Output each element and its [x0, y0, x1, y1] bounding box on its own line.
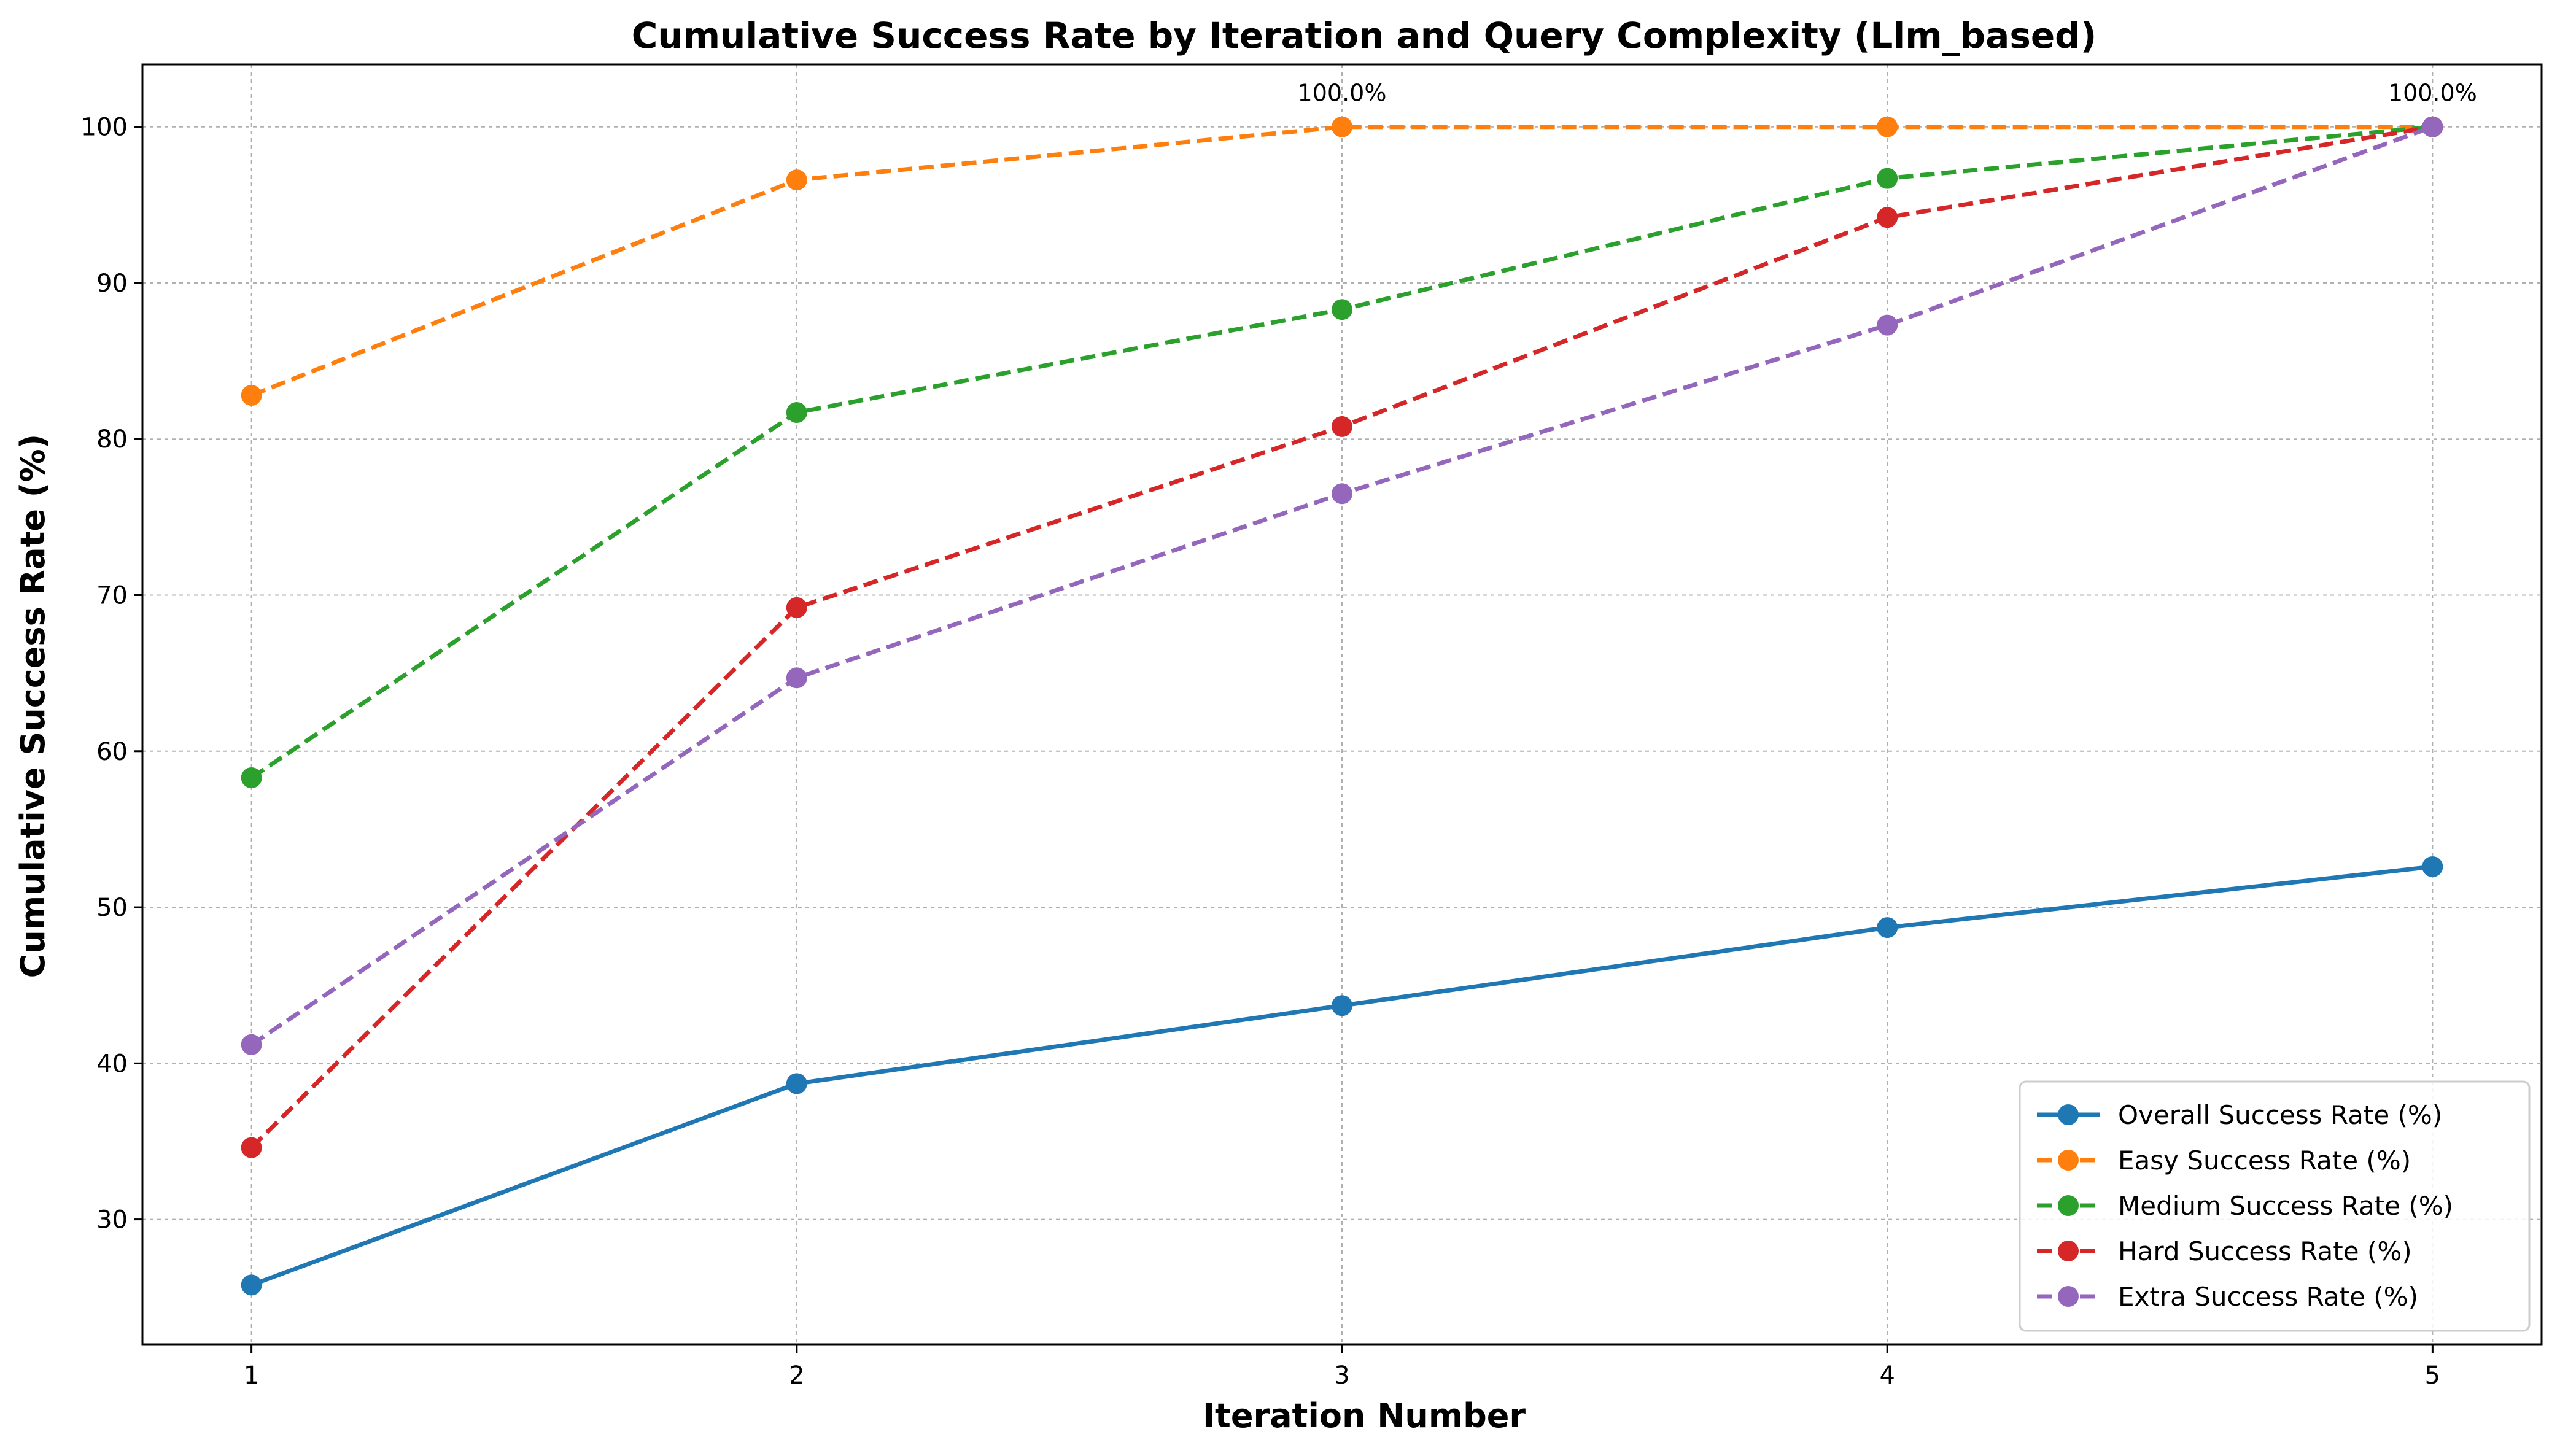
series-2 [241, 116, 2443, 789]
y-tick-label: 50 [96, 894, 128, 922]
data-point [1877, 314, 1898, 336]
legend-label: Hard Success Rate (%) [2118, 1236, 2412, 1266]
data-point [1332, 995, 1352, 1016]
data-point [786, 1073, 807, 1094]
data-point [786, 169, 807, 191]
annotations: 100.0% 100.0% [1298, 80, 2477, 107]
x-axis-label: Iteration Number [1203, 1396, 1526, 1435]
legend-label: Medium Success Rate (%) [2118, 1191, 2453, 1221]
data-point [1332, 116, 1352, 137]
y-tick-label: 70 [96, 582, 128, 610]
y-tick-label: 80 [96, 425, 128, 454]
axis-ticks: 1 2 3 4 5 30 40 50 60 70 80 90 100 [81, 114, 2440, 1390]
y-tick-label: 60 [96, 738, 128, 766]
data-point [2422, 116, 2443, 137]
series-line [250, 125, 2433, 398]
data-label: 100.0% [1298, 80, 1387, 107]
y-tick-label: 100 [81, 114, 128, 142]
data-point [1332, 483, 1352, 505]
legend-marker [2058, 1241, 2079, 1261]
legend-marker [2058, 1286, 2079, 1307]
data-point [1877, 168, 1898, 189]
legend-marker [2058, 1195, 2079, 1216]
data-point [2422, 856, 2443, 877]
legend-entry: Easy Success Rate (%) [2037, 1145, 2411, 1175]
legend-label: Easy Success Rate (%) [2118, 1145, 2411, 1175]
x-tick-label: 5 [2425, 1361, 2440, 1390]
data-point [1332, 416, 1352, 437]
legend-label: Extra Success Rate (%) [2118, 1282, 2418, 1312]
x-tick-label: 1 [244, 1361, 259, 1390]
chart-title: Cumulative Success Rate by Iteration and… [632, 15, 2096, 56]
data-point [786, 597, 807, 618]
legend-marker [2058, 1104, 2079, 1125]
data-point [241, 1274, 262, 1296]
data-label: 100.0% [2388, 80, 2477, 107]
grid-lines [142, 64, 2542, 1344]
legend-marker [2058, 1150, 2079, 1171]
data-point [1877, 917, 1898, 939]
x-tick-label: 2 [789, 1361, 804, 1390]
legend-entry: Hard Success Rate (%) [2037, 1236, 2412, 1266]
data-point [241, 385, 262, 406]
legend-entry: Overall Success Rate (%) [2037, 1100, 2442, 1130]
x-tick-label: 4 [1879, 1361, 1895, 1390]
data-point [241, 1034, 262, 1055]
data-point [1877, 207, 1898, 228]
series-4 [241, 116, 2443, 1055]
legend-entry: Medium Success Rate (%) [2037, 1191, 2453, 1221]
data-point [1332, 299, 1352, 320]
data-point [241, 1137, 262, 1158]
legend-label: Overall Success Rate (%) [2118, 1100, 2442, 1130]
x-tick-label: 3 [1334, 1361, 1349, 1390]
data-point [786, 667, 807, 689]
y-tick-label: 40 [96, 1050, 128, 1078]
series-0 [241, 856, 2443, 1296]
data-point [786, 402, 807, 424]
legend: Overall Success Rate (%) Easy Success Rat… [2019, 1080, 2531, 1332]
y-tick-label: 30 [96, 1206, 128, 1234]
y-tick-label: 90 [96, 269, 128, 298]
data-point [1877, 116, 1898, 137]
series-lines [241, 116, 2443, 1296]
data-point [241, 767, 262, 789]
legend-entry: Extra Success Rate (%) [2037, 1282, 2418, 1312]
y-axis-label: Cumulative Success Rate (%) [14, 434, 52, 978]
legend-box [2019, 1080, 2531, 1332]
